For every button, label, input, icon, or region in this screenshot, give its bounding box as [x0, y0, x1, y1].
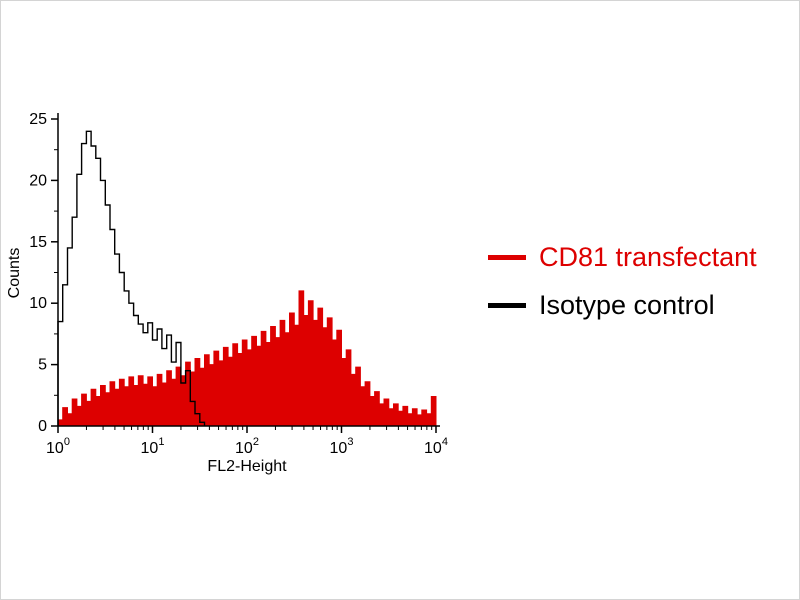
y-tick-label: 20 [29, 172, 47, 189]
series-isotype-control [57, 130, 206, 426]
legend-label-isotype-control: Isotype control [539, 290, 715, 321]
series-cd81-transfectant [57, 290, 437, 427]
legend-label-cd81-transfectant: CD81 transfectant [539, 242, 757, 272]
y-tick-label: 10 [29, 295, 47, 312]
y-tick-label: 0 [38, 418, 47, 435]
y-tick-label: 25 [29, 111, 47, 128]
x-tick-label: 104 [424, 436, 448, 457]
x-tick-label: 102 [235, 436, 259, 457]
legend-swatch-red-line [488, 254, 526, 260]
y-tick-label: 15 [29, 234, 47, 251]
legend-swatch-black-line [488, 303, 526, 309]
x-axis-title: FL2-Height [207, 458, 287, 475]
y-axis-title: Counts [6, 248, 23, 299]
x-tick-label: 100 [46, 436, 70, 457]
x-tick-label: 101 [141, 436, 165, 457]
legend: CD81 transfectant Isotype control [488, 241, 757, 322]
plot-area: 0 5 10 15 20 25 100 101 102 103 104 [29, 111, 448, 457]
x-tick-label: 103 [330, 436, 354, 457]
legend-item-isotype-control: Isotype control [488, 289, 757, 321]
legend-item-cd81-transfectant: CD81 transfectant [488, 241, 757, 273]
y-tick-label: 5 [38, 357, 47, 374]
